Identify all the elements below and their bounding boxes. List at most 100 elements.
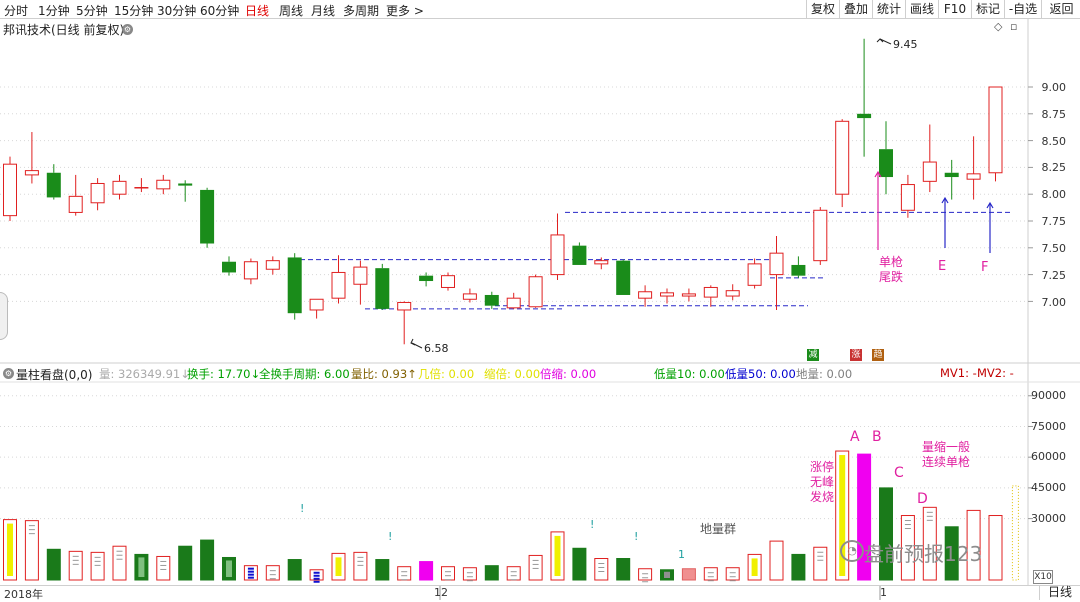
candle-body <box>594 260 609 265</box>
timeframe-tab-30min[interactable]: 30分钟 <box>157 4 197 18</box>
single-gun-arrow-head <box>874 170 882 178</box>
e-arrow-head <box>941 196 949 204</box>
draw-button[interactable]: 画线 <box>905 0 938 18</box>
candle-body <box>813 209 828 262</box>
timeframe-tab-60min[interactable]: 60分钟 <box>200 4 240 18</box>
candle-body <box>681 293 696 297</box>
label-b: B <box>872 429 882 445</box>
candle-body <box>922 161 937 182</box>
high-pointer-line <box>879 38 892 45</box>
timeframe-tab-weekly[interactable]: 周线 <box>279 4 304 18</box>
minimize-panel-icon[interactable]: ▫ <box>1010 20 1018 33</box>
stats-button[interactable]: 统计 <box>872 0 905 18</box>
volume-bar <box>484 565 499 581</box>
vol-stat-full-turnover: 全换手周期: 6.00 <box>259 367 350 381</box>
candle-body <box>222 261 236 273</box>
label-e: E <box>938 259 947 274</box>
label-f: F <box>981 260 989 275</box>
candle-body <box>572 245 587 265</box>
timeframe-tab-daily[interactable]: 日线 <box>245 4 270 18</box>
chart-title-text: 邦讯技术(日线 前复权) <box>3 23 125 37</box>
adjust-button[interactable]: 复权 <box>806 0 839 18</box>
back-button[interactable]: 返回 <box>1041 0 1080 18</box>
x-axis-label: 1 <box>880 586 887 599</box>
wechat-icon: ◔ <box>840 540 864 562</box>
watermark: 盘前预报123 <box>864 542 983 566</box>
low-price-label: 6.58 <box>424 342 449 355</box>
volume-tick: 90000 <box>1031 389 1066 402</box>
volume-bar <box>769 540 784 581</box>
timeframe-tab-1min[interactable]: 1分钟 <box>38 4 70 18</box>
price-tick: 7.50 <box>1041 242 1067 255</box>
volume-tick: 60000 <box>1031 450 1066 463</box>
high-price-label: 9.45 <box>893 38 918 51</box>
x-axis-label: 2018年 <box>4 588 43 601</box>
volume-bar <box>353 551 368 581</box>
candle-body <box>24 170 39 176</box>
candle-body <box>243 261 258 280</box>
volume-bar-highlight <box>751 558 758 576</box>
candle-body <box>397 301 412 311</box>
timeframe-tab-multi[interactable]: 多周期 <box>343 4 380 18</box>
overlay-button[interactable]: 叠加 <box>839 0 872 18</box>
timeframe-tab-more[interactable]: 更多 > <box>386 4 424 18</box>
side-panel-handle[interactable] <box>0 292 8 340</box>
candle-body <box>200 189 215 244</box>
vol-stat-shrink-multiple: 缩倍: 0.00 <box>484 367 541 381</box>
candle-body <box>725 290 740 297</box>
candle-body <box>462 293 477 300</box>
low-pointer <box>410 338 416 346</box>
volume-tick: 30000 <box>1031 512 1066 525</box>
timeframe-tab-intraday[interactable]: 分时 <box>4 4 29 18</box>
mark-button[interactable]: 标记 <box>971 0 1004 18</box>
volume-bar <box>660 569 674 581</box>
price-tick: 8.00 <box>1041 188 1067 201</box>
volume-bar <box>638 568 653 581</box>
volume-bar <box>572 547 587 581</box>
volume-bar <box>528 554 543 581</box>
price-tick: 9.00 <box>1041 81 1067 94</box>
volume-bar <box>265 565 280 581</box>
marker-reduce: 减 <box>807 349 819 361</box>
diamond-icon[interactable]: ◇ <box>994 20 1003 33</box>
vol-stat-mv2: MV2: - <box>977 366 1014 380</box>
vol-stat-low10: 低量10: 0.00 <box>654 367 725 381</box>
chart-settings-icon[interactable]: ⚙ <box>122 24 133 35</box>
volume-bar <box>134 553 149 581</box>
volume-bar <box>243 565 258 581</box>
candle-body <box>265 260 280 270</box>
volume-settings-icon[interactable]: ⚙ <box>3 368 14 379</box>
vol-stat-ratio: 量比: 0.93↑ <box>351 367 417 381</box>
scale-badge[interactable]: X10 <box>1033 570 1053 584</box>
price-tick: 7.00 <box>1041 296 1067 309</box>
candle-body <box>156 179 171 190</box>
candle-body <box>484 294 499 306</box>
volume-bar <box>222 556 236 581</box>
volume-bar-projected <box>1011 485 1019 581</box>
candle-body <box>331 271 346 299</box>
f10-button[interactable]: F10 <box>938 0 971 18</box>
price-tick: 8.25 <box>1041 161 1067 174</box>
volume-bar <box>462 567 477 581</box>
signal-mark: ! <box>634 530 639 543</box>
volume-bar-highlight <box>7 523 13 576</box>
volume-bar <box>594 558 609 581</box>
volume-tick: 75000 <box>1031 420 1066 433</box>
add-watchlist-button[interactable]: -自选 <box>1004 0 1041 18</box>
timeframe-tab-5min[interactable]: 5分钟 <box>76 4 108 18</box>
price-tick: 7.25 <box>1041 269 1067 282</box>
single-gun-label: 单枪 <box>879 255 904 269</box>
volume-bar <box>791 553 806 581</box>
period-selector[interactable]: 日线 <box>1039 585 1080 600</box>
low-pointer-line <box>411 342 423 349</box>
candle-body <box>68 195 83 213</box>
shrink-normal-label: 量缩一般 <box>922 440 971 454</box>
f-arrow-head <box>986 201 994 209</box>
volume-bar <box>178 545 193 581</box>
volume-bar <box>681 568 696 581</box>
volume-bar <box>988 515 1003 581</box>
volume-bar <box>287 559 302 581</box>
timeframe-tab-15min[interactable]: 15分钟 <box>114 4 154 18</box>
volume-bar <box>331 552 346 581</box>
timeframe-tab-monthly[interactable]: 月线 <box>311 4 336 18</box>
